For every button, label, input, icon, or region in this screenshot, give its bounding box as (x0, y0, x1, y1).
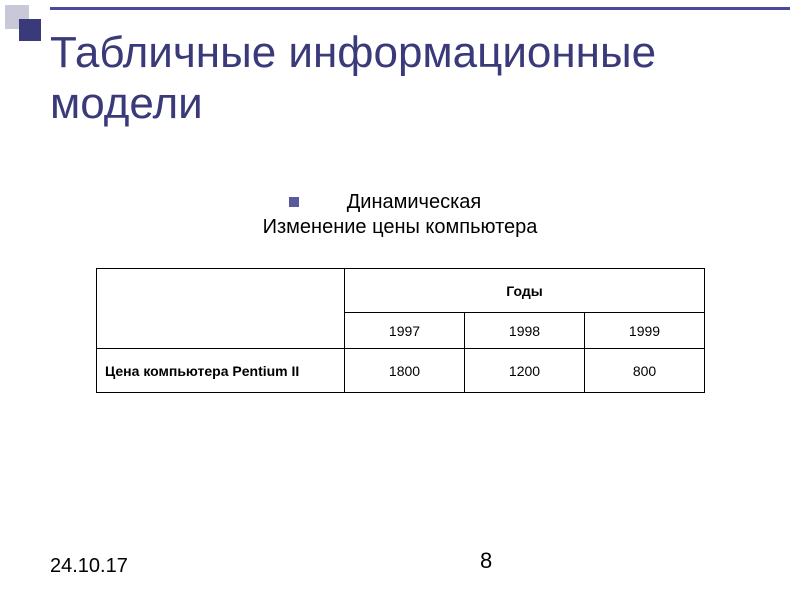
value-cell-1: 1200 (465, 349, 585, 393)
decor-square-dark (19, 19, 41, 41)
year-col-0: 1997 (345, 313, 465, 349)
table-row: Цена компьютера Pentium II 1800 1200 800 (97, 349, 705, 393)
years-header: Годы (345, 269, 705, 313)
year-col-2: 1999 (585, 313, 705, 349)
subtitle-block: Динамическая Изменение цены компьютера (0, 190, 800, 239)
subtitle-line-2: Изменение цены компьютера (0, 216, 800, 239)
price-table: Годы 1997 1998 1999 Цена компьютера Pent… (96, 268, 705, 393)
table-row: Годы (97, 269, 705, 313)
footer-page-number: 8 (480, 548, 492, 574)
row-label: Цена компьютера Pentium II (97, 349, 345, 393)
blank-header-cell (97, 269, 345, 349)
subtitle-line-1: Динамическая (347, 191, 482, 214)
corner-decoration (5, 5, 45, 45)
slide-title: Табличные информационные модели (50, 28, 780, 129)
bullet-icon (289, 197, 299, 207)
year-col-1: 1998 (465, 313, 585, 349)
top-rule (50, 7, 790, 10)
footer-date: 24.10.17 (50, 555, 128, 578)
value-cell-0: 1800 (345, 349, 465, 393)
value-cell-2: 800 (585, 349, 705, 393)
